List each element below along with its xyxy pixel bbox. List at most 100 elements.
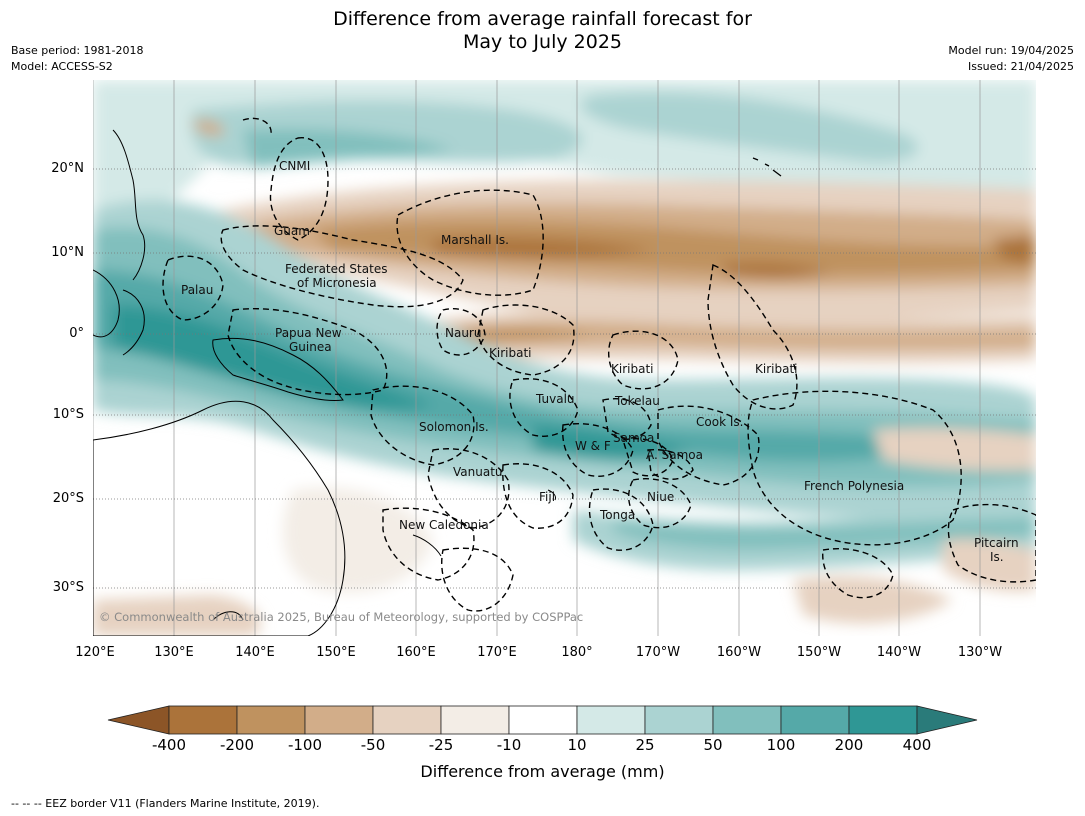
lon-tick-140w: 140°W (876, 645, 922, 660)
eez-french-polynesia (747, 390, 962, 546)
title-line-2: May to July 2025 (463, 31, 622, 53)
colorbar-swatch (304, 705, 374, 735)
lon-tick-170e: 170°E (477, 645, 517, 660)
label-fsm-line1: Federated States (285, 262, 387, 276)
eez-austral (822, 548, 894, 599)
label-pitcairn-line1: Pitcairn (974, 536, 1019, 550)
map-gridlines (93, 80, 1036, 636)
label-png-line1: Papua New (275, 326, 342, 340)
eez-palau (162, 255, 224, 321)
label-solomon: Solomon Is. (419, 420, 489, 434)
fiji-outline (547, 489, 556, 501)
colorbar-tick: 200 (834, 736, 864, 754)
eez-tuvalu (509, 378, 579, 437)
label-wallis-futuna: W & F (575, 439, 611, 453)
borneo-outline (93, 269, 120, 338)
label-cnmi: CNMI (279, 159, 310, 173)
eez-borders (162, 117, 1036, 612)
sulawesi-outline (122, 289, 145, 356)
colorbar-tick: -200 (219, 736, 255, 754)
label-marshall: Marshall Is. (441, 233, 509, 247)
label-samoa: Samoa (613, 431, 654, 445)
label-vanuatu: Vanuatu (453, 465, 503, 479)
lon-tick-140e: 140°E (235, 645, 275, 660)
lon-tick-160e: 160°E (396, 645, 436, 660)
label-niue: Niue (647, 490, 674, 504)
colorbar-tick: -50 (360, 736, 386, 754)
colorbar-swatch (236, 705, 306, 735)
colorbar-swatch (508, 705, 578, 735)
lon-tick-160w: 160°W (716, 645, 762, 660)
colorbar-swatch (440, 705, 510, 735)
eez-solomon (370, 385, 475, 466)
region-labels: CNMI Guam Marshall Is. Federated States … (181, 159, 1019, 564)
eez-norfolk (441, 547, 514, 612)
label-cook: Cook Is. (696, 415, 743, 429)
colorbar-tick: -400 (151, 736, 187, 754)
lat-tick-10n: 10°N (51, 245, 84, 260)
colorbar-tick: 50 (703, 736, 723, 754)
map-panel: CNMI Guam Marshall Is. Federated States … (93, 80, 1036, 636)
meta-right: Model run: 19/04/2025 Issued: 21/04/2025 (948, 43, 1074, 75)
colorbar-swatch (848, 705, 918, 735)
title-line-1: Difference from average rainfall forecas… (333, 8, 752, 30)
label-american-samoa: A. Samoa (646, 448, 703, 462)
colorbar-swatch (168, 705, 238, 735)
label-guam: Guam (274, 224, 310, 238)
lon-tick-130w: 130°W (957, 645, 1003, 660)
colorbar-tick: -25 (428, 736, 454, 754)
copyright-notice: © Commonwealth of Australia 2025, Bureau… (99, 610, 583, 624)
label-new-caledonia: New Caledonia (399, 518, 489, 532)
label-kiribati-east: Kiribati (755, 362, 797, 376)
label-kiribati-west: Kiribati (489, 346, 531, 360)
eez-nauru (436, 308, 486, 356)
eez-american-samoa (647, 448, 694, 480)
lat-tick-20s: 20°S (52, 491, 84, 506)
coastline-fragment (212, 611, 244, 621)
lon-tick-130e: 130°E (154, 645, 194, 660)
model-run: Model run: 19/04/2025 (948, 44, 1074, 57)
colorbar-tick: -100 (287, 736, 323, 754)
lon-tick-150w: 150°W (796, 645, 842, 660)
hawaii-outline (752, 157, 782, 177)
eez-tokelau (602, 398, 652, 439)
colorbar-swatch (780, 705, 850, 735)
label-nauru: Nauru (445, 326, 481, 340)
colorbar-swatch (576, 705, 646, 735)
eez-fragment (242, 117, 272, 136)
eez-samoa (622, 438, 674, 477)
lon-tick-120e: 120°E (75, 645, 115, 660)
label-tuvalu: Tuvalu (535, 392, 575, 406)
new-guinea-outline (212, 337, 344, 401)
label-tokelau: Tokelau (614, 394, 660, 408)
label-fsm-line2: of Micronesia (297, 276, 377, 290)
colorbar (107, 705, 978, 735)
colorbar-extend-low (107, 705, 170, 735)
lon-tick-150e: 150°E (316, 645, 356, 660)
colorbar-tick: 10 (567, 736, 587, 754)
eez-cook-north (657, 405, 760, 486)
lat-tick-0: 0° (69, 326, 84, 341)
label-tonga: Tonga (599, 508, 635, 522)
chart-title: Difference from average rainfall forecas… (0, 8, 1085, 54)
base-period: Base period: 1981-2018 (11, 44, 144, 57)
colorbar-extend-high (916, 705, 978, 735)
label-french-polynesia: French Polynesia (804, 479, 904, 493)
eez-kiribati-east (707, 264, 798, 410)
eez-fsm (220, 225, 464, 308)
lat-tick-30s: 30°S (52, 580, 84, 595)
rainfall-map: CNMI Guam Marshall Is. Federated States … (93, 80, 1036, 636)
eez-niue (627, 478, 692, 529)
colorbar-tick: 25 (635, 736, 655, 754)
australia-outline (93, 400, 346, 636)
eez-tonga (588, 488, 654, 551)
meta-left: Base period: 1981-2018 Model: ACCESS-S2 (11, 43, 143, 75)
eez-wallis-futuna (561, 423, 634, 477)
colorbar-swatch (372, 705, 442, 735)
colorbar-swatch (712, 705, 782, 735)
label-palau: Palau (181, 283, 213, 297)
colorbar-swatches (107, 705, 978, 735)
colorbar-tick: -10 (496, 736, 522, 754)
eez-fiji (502, 463, 574, 529)
lon-tick-180: 180° (561, 645, 593, 660)
